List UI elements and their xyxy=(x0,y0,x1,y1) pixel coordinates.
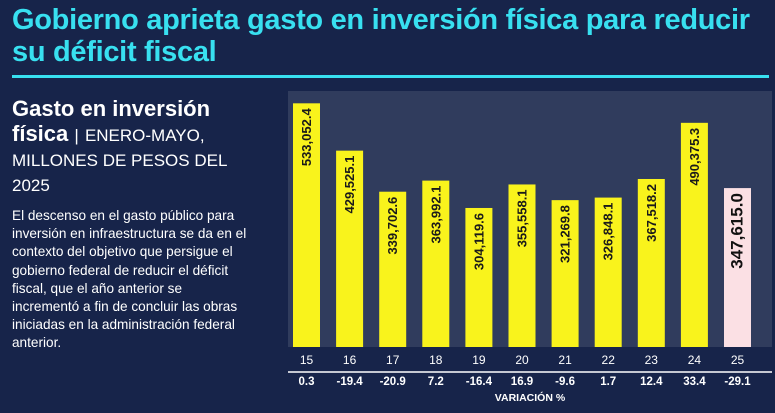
category-label-19: 19 xyxy=(472,353,486,367)
variation-value-25: -29.1 xyxy=(724,376,751,388)
description-text: El descenso en el gasto público para inv… xyxy=(12,208,247,351)
bar-25 xyxy=(724,188,751,347)
value-label-17: 339,702.6 xyxy=(385,197,400,255)
chart-subtitle: Gasto en inversión física | ENERO-MAYO, … xyxy=(12,96,252,196)
value-label-19: 304,119.6 xyxy=(471,213,486,270)
variation-value-19: -16.4 xyxy=(466,376,493,388)
value-label-18: 363,992.1 xyxy=(428,186,443,244)
variation-value-15: 0.3 xyxy=(299,376,315,388)
variation-value-20: 16.9 xyxy=(511,376,533,388)
value-label-23: 367,518.2 xyxy=(644,184,659,242)
subtitle-separator: | xyxy=(74,126,79,145)
category-label-17: 17 xyxy=(386,353,400,367)
variation-label: VARIACIÓN % xyxy=(495,391,566,404)
subtitle-bold: Gasto en inversión física xyxy=(12,96,211,146)
category-label-25: 25 xyxy=(731,353,745,367)
variation-value-23: 12.4 xyxy=(640,376,663,388)
bar-17 xyxy=(379,191,407,347)
category-label-16: 16 xyxy=(343,353,357,367)
value-label-22: 326,848.1 xyxy=(601,203,616,261)
subtitle-light: ENERO-MAYO, MILLONES DE PESOS DEL 2025 xyxy=(12,126,227,195)
bar-22 xyxy=(594,197,622,347)
category-label-20: 20 xyxy=(515,353,529,367)
variation-value-16: -19.4 xyxy=(336,376,363,388)
bar-16 xyxy=(336,150,364,347)
variation-value-22: 1.7 xyxy=(600,376,616,388)
headline-rule xyxy=(12,75,769,78)
value-label-21: 321,269.8 xyxy=(558,205,573,263)
bar-20 xyxy=(508,184,536,347)
value-label-20: 355,558.1 xyxy=(515,189,530,247)
category-label-24: 24 xyxy=(688,353,702,367)
variation-value-17: -20.9 xyxy=(380,376,406,388)
category-label-22: 22 xyxy=(602,353,616,367)
category-label-15: 15 xyxy=(300,353,314,367)
variation-value-24: 33.4 xyxy=(683,376,706,388)
category-label-21: 21 xyxy=(558,353,572,367)
variation-value-18: 7.2 xyxy=(428,376,444,388)
value-label-15: 533,052.4 xyxy=(299,108,314,167)
value-label-25: 347,615.0 xyxy=(728,193,747,269)
category-label-18: 18 xyxy=(429,353,443,367)
headline: Gobierno aprieta gasto en inversión físi… xyxy=(12,4,750,68)
category-label-23: 23 xyxy=(645,353,659,367)
bar-21 xyxy=(551,200,579,347)
value-label-16: 429,525.1 xyxy=(342,156,357,214)
bar-15 xyxy=(293,103,320,347)
bar-23 xyxy=(637,178,665,347)
value-label-24: 490,375.3 xyxy=(687,128,702,186)
bar-24 xyxy=(680,122,708,348)
bar-18 xyxy=(422,180,450,347)
variation-value-21: -9.6 xyxy=(555,376,575,388)
bar-19 xyxy=(465,207,493,347)
